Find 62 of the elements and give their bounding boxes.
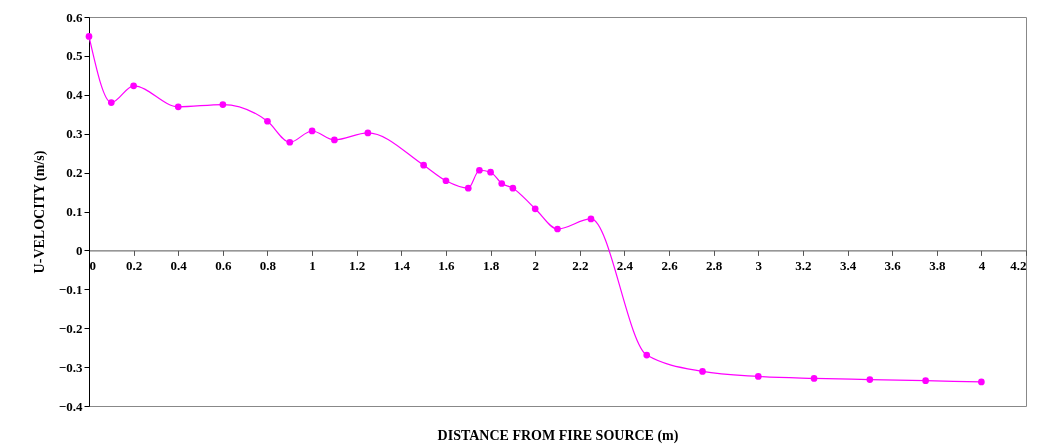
y-tick-label: −0.4 <box>58 398 83 414</box>
x-tick-label: 0 <box>89 257 96 273</box>
x-tick-label: 2.6 <box>661 257 679 273</box>
y-tick-label: 0 <box>76 242 83 258</box>
point <box>264 117 271 125</box>
y-tick-label: 0.6 <box>66 9 83 25</box>
x-tick-label: 2.4 <box>616 257 634 273</box>
y-tick-label: −0.2 <box>58 320 83 336</box>
x-tick-label: 2.8 <box>706 257 723 273</box>
x-axis-title: DISTANCE FROM FIRE SOURCE (m) <box>437 427 679 444</box>
x-tick-label: 0.8 <box>259 257 277 273</box>
x-tick-label: 3 <box>755 257 763 273</box>
y-tick-label: 0.3 <box>66 126 83 142</box>
point <box>531 205 539 213</box>
x-tick-label: 4 <box>978 257 986 273</box>
point <box>922 377 929 385</box>
point <box>331 136 338 144</box>
x-tick-label: 2.2 <box>572 257 589 273</box>
y-tick-label: −0.3 <box>58 359 83 375</box>
x-tick-label: 4.2 <box>1010 257 1027 273</box>
point <box>286 138 294 146</box>
point <box>130 82 137 90</box>
point <box>554 225 561 233</box>
point <box>308 127 316 135</box>
point <box>643 351 651 359</box>
x-tick-label: 1.4 <box>393 257 411 273</box>
x-tick-label: 3.4 <box>839 257 857 273</box>
x-tick-label: 2 <box>532 257 539 273</box>
x-tick-label: 0.4 <box>170 257 188 273</box>
y-tick-label: 0.4 <box>66 87 83 103</box>
point <box>420 161 427 169</box>
x-tick-label: 1 <box>309 257 316 273</box>
y-tick-label: 0.2 <box>66 165 83 181</box>
point <box>866 376 874 383</box>
point <box>174 103 182 111</box>
y-tick-label: 0.5 <box>66 48 83 64</box>
x-tick-label: 1.2 <box>349 257 366 273</box>
point <box>978 378 985 386</box>
x-tick-label: 3.2 <box>795 257 812 273</box>
point <box>509 184 517 192</box>
y-tick-label: −0.1 <box>58 281 83 297</box>
point <box>487 168 494 176</box>
x-tick-label: 0.2 <box>125 257 143 273</box>
x-tick-label: 0.6 <box>215 257 232 273</box>
y-axis-title: U-VELOCITY (m/s) <box>31 150 48 274</box>
point <box>464 184 472 192</box>
point <box>219 101 227 108</box>
point <box>699 368 706 375</box>
point <box>587 215 595 223</box>
x-tick-label: 1.8 <box>482 257 500 273</box>
point <box>85 33 93 40</box>
x-tick-label: 1.6 <box>438 257 456 273</box>
point <box>498 180 506 187</box>
y-tick-label: 0.1 <box>66 204 83 219</box>
point <box>810 375 818 382</box>
point <box>107 99 115 106</box>
point <box>442 177 450 185</box>
point <box>364 129 372 137</box>
x-tick-label: 3.8 <box>929 257 946 273</box>
x-tick-label: 3.6 <box>884 257 902 273</box>
point <box>754 373 762 380</box>
point <box>476 166 483 174</box>
